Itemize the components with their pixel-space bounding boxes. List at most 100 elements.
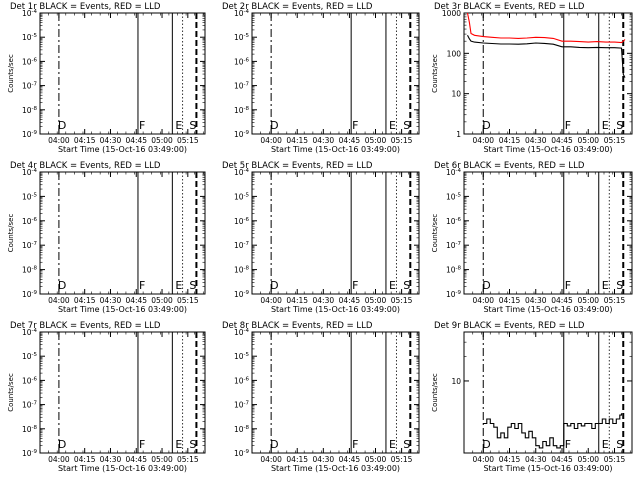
y-tick-label: 10-6 — [22, 217, 38, 226]
x-tick-label: 04:15 — [74, 296, 96, 305]
y-tick-label: 10-6 — [234, 57, 250, 66]
x-tick-label: 04:45 — [125, 455, 147, 464]
x-tick-label: 04:45 — [125, 296, 147, 305]
panel-9: Det 9r BLACK = Events, RED = LLD 10 04:00 0… — [431, 321, 633, 473]
x-axis-label: Start Time (15-Oct-16 03:49:00) — [483, 464, 612, 473]
panel-title: Det 9r BLACK = Events, RED = LLD — [434, 321, 585, 331]
y-tick-label: 10-7 — [446, 241, 462, 250]
series-line-black — [467, 35, 626, 78]
x-tick-label: 04:15 — [499, 296, 521, 305]
x-tick-label: 04:15 — [499, 455, 521, 464]
y-tick-label: 10-7 — [22, 82, 38, 91]
flag-d: D — [58, 119, 66, 132]
x-tick-label: 04:30 — [100, 136, 122, 145]
x-tick-label: 04:00 — [260, 136, 282, 145]
y-axis-label: Counts/sec — [431, 373, 439, 412]
y-tick-label: 10-5 — [234, 352, 250, 361]
x-tick-label: 05:00 — [151, 296, 173, 305]
x-axis-label: Start Time (15-Oct-16 03:49:00) — [271, 464, 400, 473]
x-tick-label: 05:15 — [604, 455, 626, 464]
flag-s: S — [189, 438, 196, 451]
x-tick-label: 04:00 — [48, 136, 70, 145]
x-tick-label: 04:00 — [472, 296, 494, 305]
x-tick-label: 04:00 — [48, 455, 70, 464]
x-axis-label: Start Time (15-Oct-16 03:49:00) — [58, 305, 187, 314]
plot-frame — [251, 12, 420, 135]
flag-e: E — [602, 438, 609, 451]
flag-e: E — [602, 119, 609, 132]
y-tick-label: 10-7 — [22, 401, 38, 410]
x-tick-label: 04:00 — [472, 455, 494, 464]
flag-e: E — [389, 438, 396, 451]
x-tick-label: 05:15 — [391, 296, 413, 305]
x-tick-label: 04:30 — [313, 455, 335, 464]
x-axis-label: Start Time (15-Oct-16 03:49:00) — [271, 305, 400, 314]
y-tick-label: 10-5 — [446, 192, 462, 201]
series-line-black — [483, 413, 623, 449]
flag-d: D — [270, 438, 278, 451]
x-tick-label: 04:45 — [551, 136, 573, 145]
flag-e: E — [175, 438, 182, 451]
flag-s: S — [403, 119, 410, 132]
x-tick-label: 04:45 — [125, 136, 147, 145]
panel-8: Det 8r BLACK = Events, RED = LLD 10-9 10-8… — [222, 321, 420, 473]
flag-s: S — [189, 119, 196, 132]
y-tick-label: 10-7 — [22, 241, 38, 250]
x-axis-label: Start Time (15-Oct-16 03:49:00) — [58, 145, 187, 154]
x-tick-label: 04:45 — [551, 455, 573, 464]
flag-e: E — [602, 279, 609, 292]
x-tick-label: 05:00 — [365, 136, 387, 145]
y-tick-label: 10-6 — [234, 217, 250, 226]
panel-title: Det 5r BLACK = Events, RED = LLD — [222, 161, 373, 171]
series-line-red — [466, 12, 626, 44]
y-tick-label: 10-4 — [234, 168, 250, 177]
y-tick-label: 10-7 — [234, 241, 250, 250]
panel-7: Det 7r BLACK = Events, RED = LLD 10-9 10-8… — [7, 321, 206, 473]
y-tick-label: 10-6 — [22, 57, 38, 66]
y-tick-label: 10-9 — [22, 449, 38, 458]
x-axis-label: Start Time (15-Oct-16 03:49:00) — [58, 464, 187, 473]
y-tick-label: 10-5 — [22, 352, 38, 361]
plot-frame — [463, 331, 633, 454]
y-tick-label: 10-4 — [446, 168, 462, 177]
x-tick-label: 04:30 — [525, 296, 547, 305]
x-tick-label: 04:30 — [525, 455, 547, 464]
x-tick-label: 04:15 — [286, 136, 308, 145]
flag-f: F — [139, 279, 145, 292]
panel-5: Det 5r BLACK = Events, RED = LLD 10-9 10-8… — [222, 161, 420, 314]
flag-f: F — [565, 438, 571, 451]
y-tick-label: 10-6 — [234, 376, 250, 385]
x-tick-label: 05:15 — [604, 136, 626, 145]
x-axis-label: Start Time (15-Oct-16 03:49:00) — [483, 145, 612, 154]
flag-e: E — [389, 279, 396, 292]
x-tick-label: 05:15 — [177, 455, 199, 464]
flag-f: F — [352, 119, 358, 132]
x-tick-label: 04:30 — [100, 296, 122, 305]
plot-frame — [251, 331, 420, 454]
x-tick-label: 05:15 — [391, 455, 413, 464]
x-tick-label: 04:45 — [339, 296, 361, 305]
y-axis-label: Counts/sec — [7, 54, 15, 93]
x-tick-label: 05:00 — [365, 455, 387, 464]
flag-e: E — [175, 119, 182, 132]
y-tick-label: 10-8 — [22, 425, 38, 434]
x-tick-label: 04:45 — [339, 136, 361, 145]
panel-title: Det 7r BLACK = Events, RED = LLD — [10, 321, 161, 331]
panel-6: Det 6r BLACK = Events, RED = LLD 10-9 10-8… — [431, 161, 633, 314]
y-axis-label: Counts/sec — [7, 373, 15, 412]
flag-e: E — [389, 119, 396, 132]
x-tick-label: 05:00 — [577, 455, 599, 464]
panel-3: Det 3r BLACK = Events, RED = LLD 1 10 100 10… — [431, 2, 633, 154]
y-tick-label: 10-9 — [234, 449, 250, 458]
panel-title: Det 8r BLACK = Events, RED = LLD — [222, 321, 373, 331]
x-tick-label: 04:30 — [313, 296, 335, 305]
flag-d: D — [482, 438, 490, 451]
x-tick-label: 04:15 — [74, 136, 96, 145]
y-tick-label: 10-8 — [22, 106, 38, 115]
flag-f: F — [139, 438, 145, 451]
y-tick-label: 10-5 — [234, 33, 250, 42]
flag-d: D — [482, 279, 490, 292]
flag-d: D — [270, 279, 278, 292]
flag-f: F — [565, 279, 571, 292]
x-tick-label: 05:15 — [177, 136, 199, 145]
